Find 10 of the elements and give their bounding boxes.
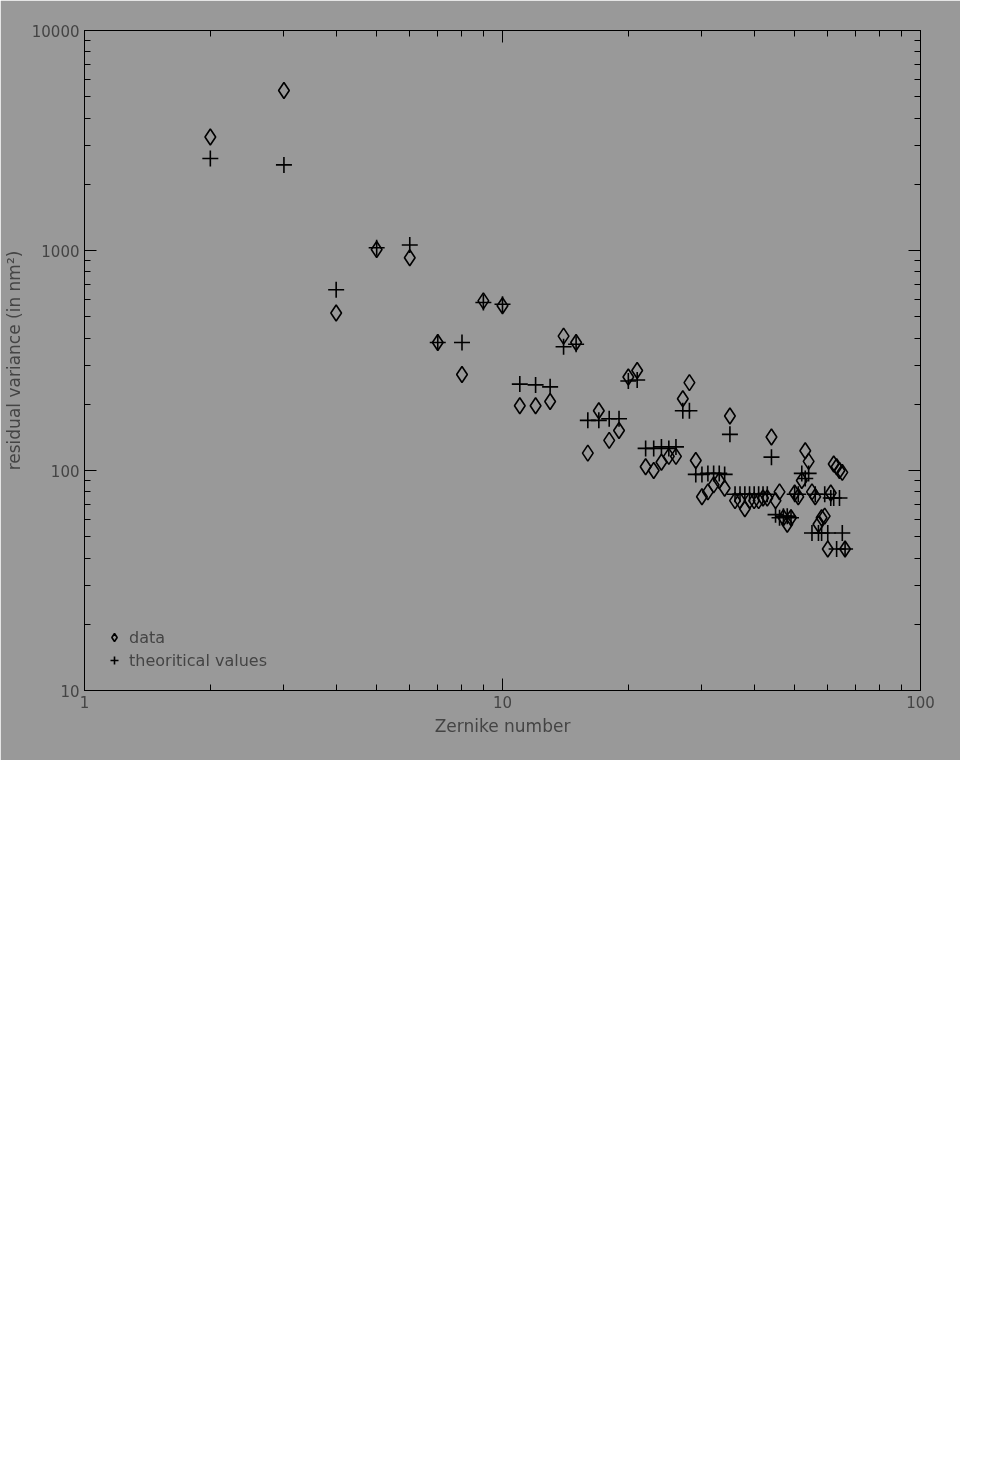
- y-tick-label: 10000: [31, 22, 80, 41]
- legend-label: data: [129, 627, 166, 647]
- y-tick-label: 1000: [41, 242, 80, 261]
- x-tick-label: 1: [79, 693, 90, 712]
- x-tick-label: 10: [492, 693, 513, 712]
- x-tick-label: 100: [906, 693, 935, 712]
- x-axis-title: Zernike number: [434, 715, 571, 736]
- y-tick-label: 100: [50, 462, 80, 481]
- y-axis-title: residual variance (in nm²): [3, 250, 24, 471]
- legend-label: theoritical values: [129, 650, 267, 670]
